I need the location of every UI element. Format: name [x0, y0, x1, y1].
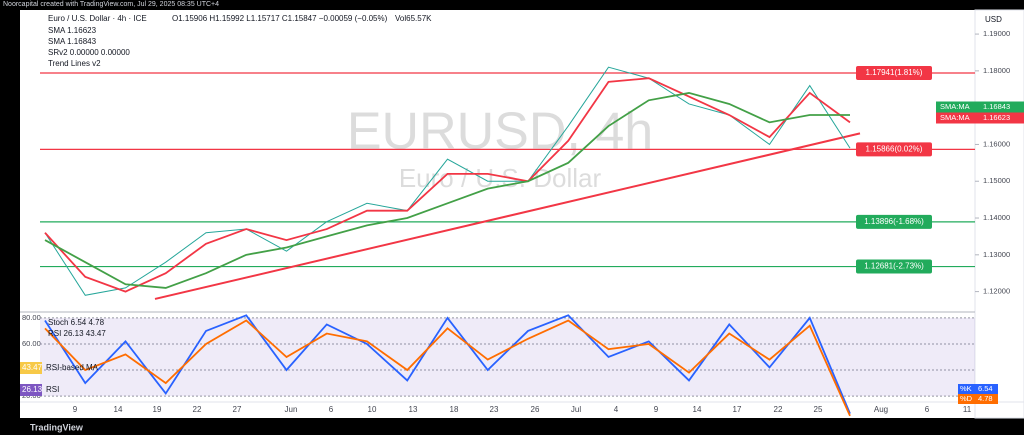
currency: USD: [985, 15, 1002, 24]
time-label: 6: [329, 405, 334, 414]
time-label: 19: [153, 405, 162, 414]
time-label: Jun: [285, 405, 298, 414]
time-label: 27: [233, 405, 242, 414]
series-line: [44, 77, 851, 293]
price-tag-value: 1.16623: [983, 113, 1010, 122]
y-tick-label: 1.16000: [983, 139, 1010, 148]
series-line: [44, 66, 851, 296]
pane-legend: Stoch 6.54 4.78: [48, 318, 105, 327]
price-tag: [936, 112, 1024, 124]
y-tick-label: 80.00: [22, 313, 41, 322]
legend-ohlc: O1.15906 H1.15992 L1.15717 C1.15847 −0.0…: [172, 14, 388, 23]
time-label: 9: [73, 405, 78, 414]
price-tag-name: SMA:MA: [940, 113, 970, 122]
level-label: 1.15866(0.02%): [866, 144, 923, 153]
level-label: 1.12681(-2.73%): [864, 262, 924, 271]
watermark: Noorcapital created with TradingView.com…: [3, 1, 219, 8]
pane-tag-name: RSI-based MA: [46, 363, 99, 372]
legend-volume: Vol65.57K: [395, 14, 432, 23]
value-tag: [958, 384, 998, 394]
time-label: 4: [614, 405, 619, 414]
time-label: 25: [814, 405, 823, 414]
time-label: 13: [409, 405, 418, 414]
y-tick-label: 1.13000: [983, 250, 1010, 259]
pane-tag-value: 26.13: [22, 385, 43, 394]
level-tag: [856, 142, 932, 157]
series-line: [44, 92, 850, 289]
symbol-watermark: EURUSD, 4h: [347, 103, 653, 161]
pane-legend: RSI 26.13 43.47: [48, 329, 106, 338]
time-label: Aug: [874, 405, 888, 414]
time-label: 22: [193, 405, 202, 414]
y-tick-label: 1.19000: [983, 29, 1010, 38]
y-tick-label: 1.14000: [983, 213, 1010, 222]
time-label: Jul: [571, 405, 581, 414]
pane-tag: [20, 384, 42, 396]
time-label: 14: [693, 405, 702, 414]
series-line: [44, 319, 851, 417]
time-label: 26: [531, 405, 540, 414]
price-tag-name: SMA:MA: [940, 102, 970, 111]
time-label: 14: [114, 405, 123, 414]
pane-tag-name: RSI: [46, 385, 59, 394]
indicator-label: SMA 1.16623: [48, 26, 97, 35]
y-tick-label: 1.18000: [983, 66, 1010, 75]
value-tag-value: 4.78: [978, 394, 993, 403]
time-label: 10: [368, 405, 377, 414]
time-label: 18: [450, 405, 459, 414]
value-tag-name: %K: [960, 384, 972, 393]
value-tag-value: 6.54: [978, 384, 993, 393]
footer-brand: TradingView: [30, 422, 84, 432]
level-tag: [856, 259, 932, 274]
value-tag: [958, 394, 998, 404]
indicator-label: SRv2 0.00000 0.00000: [48, 48, 130, 57]
y-tick-label: 60.00: [22, 339, 41, 348]
price-axis: [974, 9, 1024, 419]
indicator-label: SMA 1.16843: [48, 37, 97, 46]
time-label: 11: [963, 405, 972, 414]
band: [40, 317, 975, 397]
value-tag-name: %D: [960, 394, 973, 403]
level-tag: [856, 66, 932, 81]
time-label: 22: [774, 405, 783, 414]
name-watermark: Euro / U.S. Dollar: [399, 163, 602, 193]
level-label: 1.17941(1.81%): [866, 68, 923, 77]
trend-line: [154, 132, 861, 300]
price-tag: [936, 101, 1024, 113]
y-tick-label: 1.12000: [983, 287, 1010, 296]
pane-tag-value: 43.47: [22, 363, 43, 372]
indicator-label: Trend Lines v2: [48, 59, 101, 68]
price-tag-value: 1.16843: [983, 102, 1010, 111]
legend-title: Euro / U.S. Dollar · 4h · ICE: [48, 14, 147, 23]
time-label: 17: [733, 405, 742, 414]
series-line: [44, 314, 851, 414]
time-label: 9: [654, 405, 659, 414]
level-label: 1.13896(-1.68%): [864, 217, 924, 226]
pane-tag: [20, 362, 42, 374]
y-tick-label: 1.15000: [983, 176, 1010, 185]
time-label: 6: [925, 405, 930, 414]
time-label: 23: [490, 405, 499, 414]
level-tag: [856, 214, 932, 229]
